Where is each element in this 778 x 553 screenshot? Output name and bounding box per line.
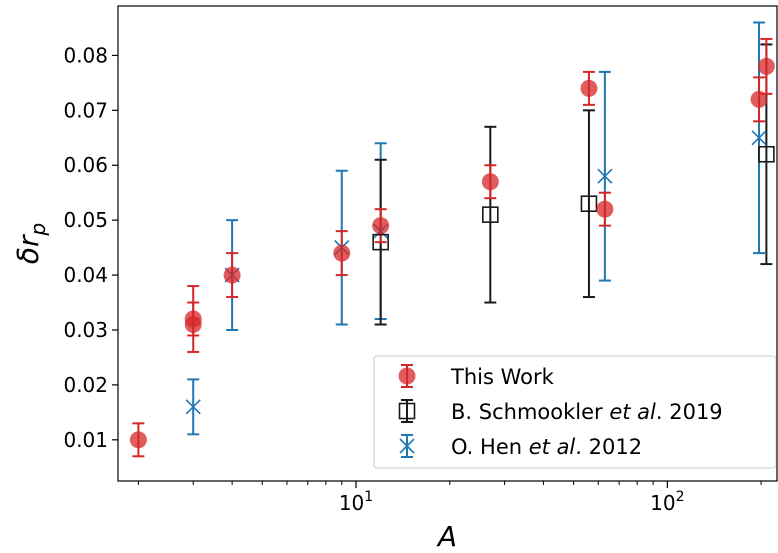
legend-label-hen-italic: et al — [529, 435, 576, 459]
legend-marker-symbol — [398, 367, 416, 385]
legend-label-hen-main: O. Hen — [451, 435, 529, 459]
x-tick-label: 102 — [650, 489, 684, 515]
legend-label-this-work: This Work — [450, 365, 555, 389]
this-work-data-point — [129, 431, 147, 449]
y-tick-label: 0.06 — [63, 153, 108, 177]
legend-entry-hen: O. Hen et al. 2012 — [399, 434, 642, 459]
legend-label-schmookler-italic: et al — [609, 400, 656, 424]
legend-entry-schmookler: B. Schmookler et al. 2019 — [398, 399, 723, 424]
this-work-data-point — [372, 217, 390, 235]
hen-data-point-stroke — [597, 168, 613, 184]
hen-data-point — [751, 130, 767, 146]
this-work-data-point — [481, 173, 499, 191]
y-tick-label: 0.03 — [63, 318, 108, 342]
y-tick-label: 0.01 — [63, 428, 108, 452]
this-work-data-point — [223, 266, 241, 284]
schmookler-data-point — [580, 195, 598, 212]
hen-data-point — [185, 399, 201, 415]
y-tick-label: 0.08 — [63, 43, 108, 67]
this-work-data-point — [580, 79, 598, 97]
this-work-data-point — [333, 244, 351, 262]
markers-layer — [129, 57, 775, 449]
legend: This Work B. Schmookler et al. 2019 O. H… — [373, 355, 777, 469]
y-axis-label-main: δr — [12, 234, 45, 264]
x-tick-label: 101 — [339, 489, 373, 515]
this-work-data-point — [596, 200, 614, 218]
legend-marker-symbol-stroke — [399, 438, 415, 454]
hen-data-point-stroke — [185, 399, 201, 415]
legend-label-schmookler-tail: . 2019 — [656, 400, 723, 424]
legend-marker-symbol — [398, 402, 416, 420]
this-work-data-point — [184, 315, 202, 333]
plot-frame — [117, 5, 778, 482]
y-tick-label: 0.04 — [63, 263, 108, 287]
schmookler-data-point — [372, 233, 389, 251]
legend-label-hen: O. Hen et al. 2012 — [451, 435, 642, 459]
legend-label-hen-tail: . 2012 — [575, 435, 642, 459]
legend-marker-this-work — [398, 364, 416, 388]
x-tick-label-base: 10 — [650, 491, 675, 515]
this-work-data-point — [757, 57, 775, 75]
x-axis-label: A — [436, 520, 457, 553]
y-tick-label: 0.07 — [63, 98, 108, 122]
legend-entry-this-work: This Work — [398, 364, 555, 389]
y-axis-label: δrp — [12, 223, 50, 264]
hen-data-point — [597, 168, 613, 184]
y-axis-label-subscript: p — [26, 223, 50, 237]
legend-marker-schmookler — [398, 399, 416, 423]
y-tick-label: 0.05 — [63, 208, 108, 232]
schmookler-data-point — [758, 145, 775, 163]
legend-label-schmookler: B. Schmookler et al. 2019 — [451, 400, 723, 424]
hen-data-point-stroke — [751, 130, 767, 146]
x-tick-label-exponent: 2 — [676, 489, 685, 505]
legend-marker-hen — [399, 434, 415, 458]
legend-marker-symbol — [399, 438, 415, 454]
x-tick-label-exponent: 1 — [364, 489, 373, 505]
y-tick-label: 0.02 — [63, 373, 108, 397]
this-work-data-point — [750, 90, 768, 108]
legend-box — [373, 355, 777, 469]
legend-label-schmookler-main: B. Schmookler — [451, 400, 609, 424]
x-tick-label-base: 10 — [339, 491, 364, 515]
schmookler-data-point — [482, 206, 499, 223]
